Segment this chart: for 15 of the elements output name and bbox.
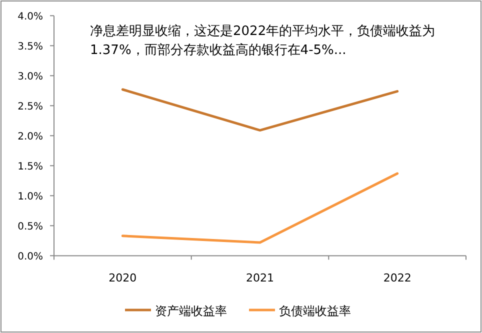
- y-tick-label: 3.5%: [18, 42, 43, 53]
- y-tick-label: 0.0%: [18, 252, 43, 263]
- y-tick-label: 2.5%: [18, 102, 43, 113]
- y-tick-label: 3.0%: [18, 72, 43, 83]
- legend-label: 资产端收益率: [155, 304, 227, 318]
- y-tick-label: 1.5%: [18, 162, 43, 173]
- x-tick-label: 2021: [246, 272, 274, 285]
- title: 净息差明显收缩，这还是2022年的平均水平，负债端收益为1.37%，而部分存款收益高的银行在4-5%...: [90, 23, 436, 60]
- y-tick-label: 0.5%: [18, 222, 43, 233]
- y-tick-label: 2.0%: [18, 132, 43, 143]
- x-tick-label: 2020: [108, 272, 137, 285]
- x-tick-label: 2022: [383, 272, 412, 285]
- y-tick-label: 1.0%: [18, 192, 43, 203]
- legend-label: 负债端收益率: [279, 304, 351, 318]
- y-tick-label: 4.0%: [18, 12, 43, 23]
